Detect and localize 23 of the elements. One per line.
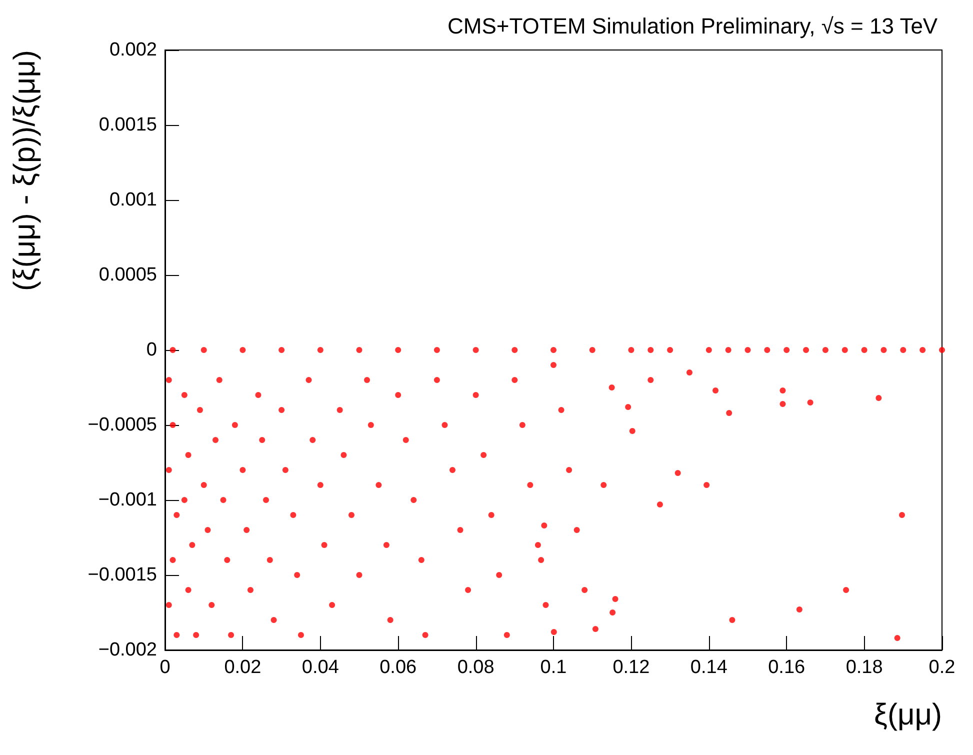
- x-tick-label: 0.2: [928, 657, 956, 678]
- x-tick-label: 0.08: [457, 657, 494, 678]
- x-tick-label: 0.04: [302, 657, 340, 678]
- x-tick-label: 0.1: [540, 657, 567, 678]
- y-tick-label: 0.002: [109, 40, 157, 60]
- y-tick-label: −0.002: [98, 640, 157, 660]
- x-tick-label: 0.18: [846, 657, 883, 678]
- x-tick-label: 0.12: [612, 657, 650, 678]
- x-tick-label: 0: [160, 657, 170, 678]
- x-tick-label: 0.16: [768, 657, 806, 678]
- y-axis-title: (ξ(μμ) - ξ(p))/ξ(μμ): [8, 50, 42, 292]
- chart-title: CMS+TOTEM Simulation Preliminary, √s = 13 TeV: [447, 14, 938, 38]
- y-tick-label: 0.001: [109, 190, 157, 210]
- y-tick-label: −0.001: [98, 490, 157, 510]
- y-tick-label: 0.0015: [98, 114, 157, 136]
- y-tick-label: −0.0015: [88, 564, 157, 586]
- y-tick-label: 0.0005: [98, 264, 157, 286]
- x-tick-label: 0.14: [690, 657, 728, 678]
- y-tick-label: −0.0005: [88, 414, 157, 436]
- x-axis-title: ξ(μμ): [874, 698, 942, 732]
- x-tick-label: 0.06: [380, 657, 417, 678]
- y-tick-label: 0: [146, 340, 157, 360]
- x-tick-label: 0.02: [224, 657, 262, 678]
